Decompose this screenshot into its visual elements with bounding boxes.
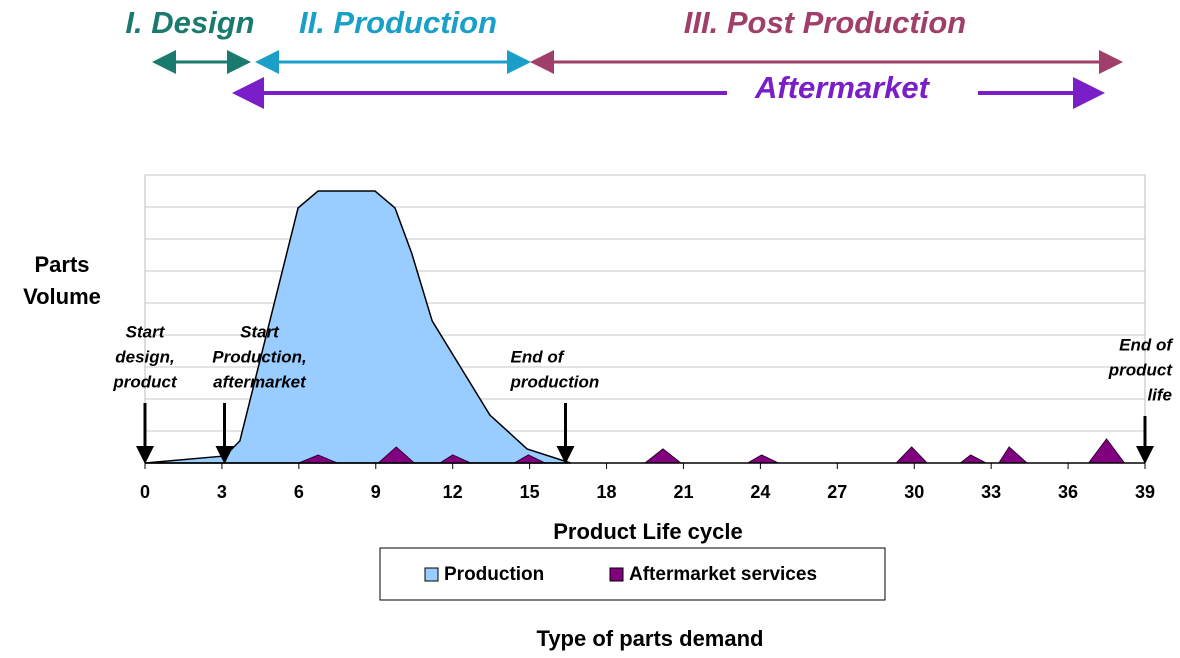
phase-label: III. Post Production: [684, 5, 966, 40]
annotation: production: [510, 372, 600, 391]
x-tick-label: 24: [750, 482, 770, 502]
x-tick-label: 12: [443, 482, 463, 502]
annotation: design,: [115, 347, 175, 366]
x-tick-label: 9: [371, 482, 381, 502]
x-tick-label: 0: [140, 482, 150, 502]
annotation: aftermarket: [213, 372, 307, 391]
annotation: product: [1108, 360, 1174, 379]
x-tick-label: 30: [904, 482, 924, 502]
subtitle: Type of parts demand: [537, 626, 764, 651]
annotation: End of: [511, 347, 566, 366]
area: [144, 190, 571, 464]
x-tick-label: 36: [1058, 482, 1078, 502]
phase-label: I. Design: [125, 5, 254, 40]
x-tick-label: 18: [597, 482, 617, 502]
y-axis-label: Parts: [34, 252, 89, 277]
x-tick-label: 39: [1135, 482, 1155, 502]
x-tick-label: 21: [673, 482, 693, 502]
y-axis-label: Volume: [23, 284, 101, 309]
x-tick-label: 6: [294, 482, 304, 502]
x-tick-label: 33: [981, 482, 1001, 502]
annotation: product: [112, 372, 178, 391]
legend-label: Aftermarket services: [629, 564, 817, 585]
annotation: Start: [240, 322, 280, 341]
annotation: Production,: [212, 347, 306, 366]
annotation: End of: [1119, 335, 1174, 354]
legend-swatch: [609, 567, 624, 582]
x-axis-label: Product Life cycle: [553, 519, 743, 544]
phase-label: Aftermarket: [754, 70, 931, 105]
legend-swatch: [424, 567, 439, 582]
x-tick-label: 15: [520, 482, 540, 502]
legend-label: Production: [444, 564, 544, 585]
legend-box: [379, 547, 886, 601]
annotation: life: [1147, 385, 1172, 404]
phase-label: II. Production: [299, 5, 497, 40]
x-tick-label: 3: [217, 482, 227, 502]
annotation: Start: [126, 322, 166, 341]
x-tick-label: 27: [827, 482, 847, 502]
